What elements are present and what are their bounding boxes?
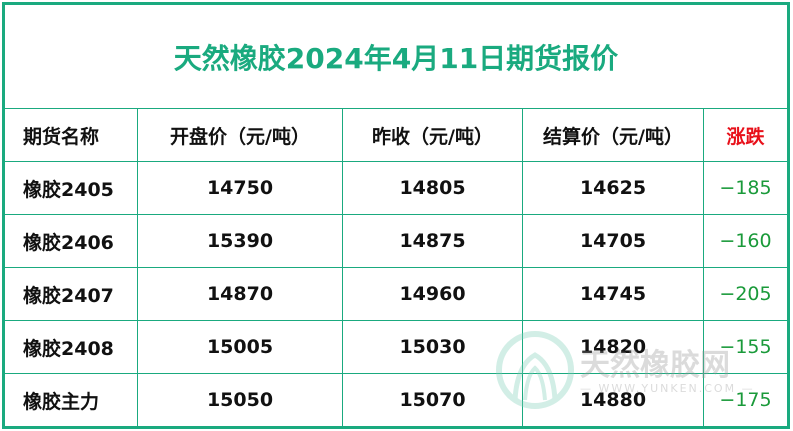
- cell-change: −205: [703, 267, 789, 321]
- header-open: 开盘价（元/吨）: [137, 108, 343, 162]
- cell-change: −155: [703, 320, 789, 374]
- header-change: 涨跌: [703, 108, 789, 162]
- table-row: 橡胶2405 14750 14805 14625 −185: [3, 161, 789, 215]
- header-name: 期货名称: [3, 108, 138, 162]
- cell-change: −175: [703, 373, 789, 428]
- cell-prev-close: 15070: [342, 373, 523, 428]
- table-row: 橡胶2408 15005 15030 14820 −155: [3, 320, 789, 374]
- cell-prev-close: 15030: [342, 320, 523, 374]
- cell-prev-close: 14960: [342, 267, 523, 321]
- cell-open: 14870: [137, 267, 343, 321]
- cell-prev-close: 14805: [342, 161, 523, 215]
- cell-name: 橡胶2407: [3, 267, 138, 321]
- table-row: 橡胶主力 15050 15070 14880 −175: [3, 373, 789, 428]
- table-title: 天然橡胶2024年4月11日期货报价: [3, 3, 789, 109]
- cell-change: −185: [703, 161, 789, 215]
- cell-open: 15005: [137, 320, 343, 374]
- cell-open: 15390: [137, 214, 343, 268]
- cell-change: −160: [703, 214, 789, 268]
- cell-settle: 14820: [522, 320, 704, 374]
- cell-settle: 14745: [522, 267, 704, 321]
- cell-name: 橡胶2406: [3, 214, 138, 268]
- cell-open: 15050: [137, 373, 343, 428]
- cell-settle: 14880: [522, 373, 704, 428]
- cell-name: 橡胶2405: [3, 161, 138, 215]
- cell-open: 14750: [137, 161, 343, 215]
- table-row: 橡胶2406 15390 14875 14705 −160: [3, 214, 789, 268]
- cell-settle: 14625: [522, 161, 704, 215]
- cell-name: 橡胶2408: [3, 320, 138, 374]
- header-row: 期货名称 开盘价（元/吨） 昨收（元/吨） 结算价（元/吨） 涨跌: [3, 108, 789, 162]
- table-row: 橡胶2407 14870 14960 14745 −205: [3, 267, 789, 321]
- cell-prev-close: 14875: [342, 214, 523, 268]
- cell-settle: 14705: [522, 214, 704, 268]
- cell-name: 橡胶主力: [3, 373, 138, 428]
- header-settle: 结算价（元/吨）: [522, 108, 704, 162]
- header-prev-close: 昨收（元/吨）: [342, 108, 523, 162]
